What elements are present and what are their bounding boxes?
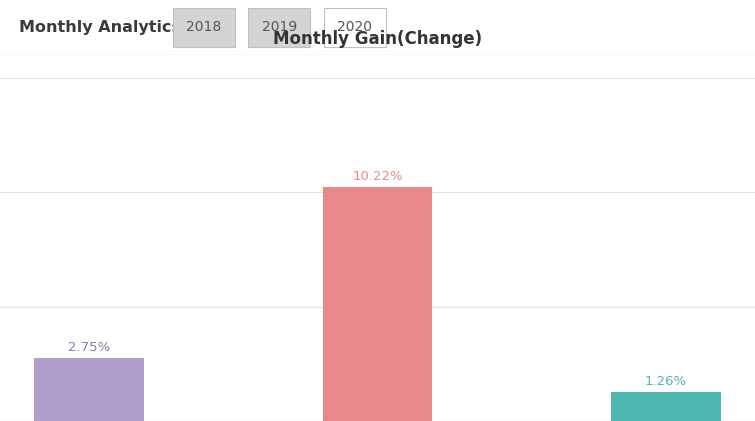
Text: 2020: 2020 (337, 20, 372, 35)
Text: 1.26%: 1.26% (645, 375, 687, 388)
Bar (324, 8, 386, 47)
Bar (34, 358, 144, 421)
Text: 2019: 2019 (262, 20, 297, 35)
Text: Monthly Analytics: Monthly Analytics (19, 20, 181, 35)
Bar (248, 8, 310, 47)
Title: Monthly Gain(Change): Monthly Gain(Change) (273, 29, 482, 48)
Bar (322, 187, 433, 421)
Text: 10.22%: 10.22% (352, 170, 403, 183)
Text: 2.75%: 2.75% (68, 341, 110, 354)
Text: 2018: 2018 (186, 20, 221, 35)
Bar (173, 8, 235, 47)
Bar (611, 392, 721, 421)
